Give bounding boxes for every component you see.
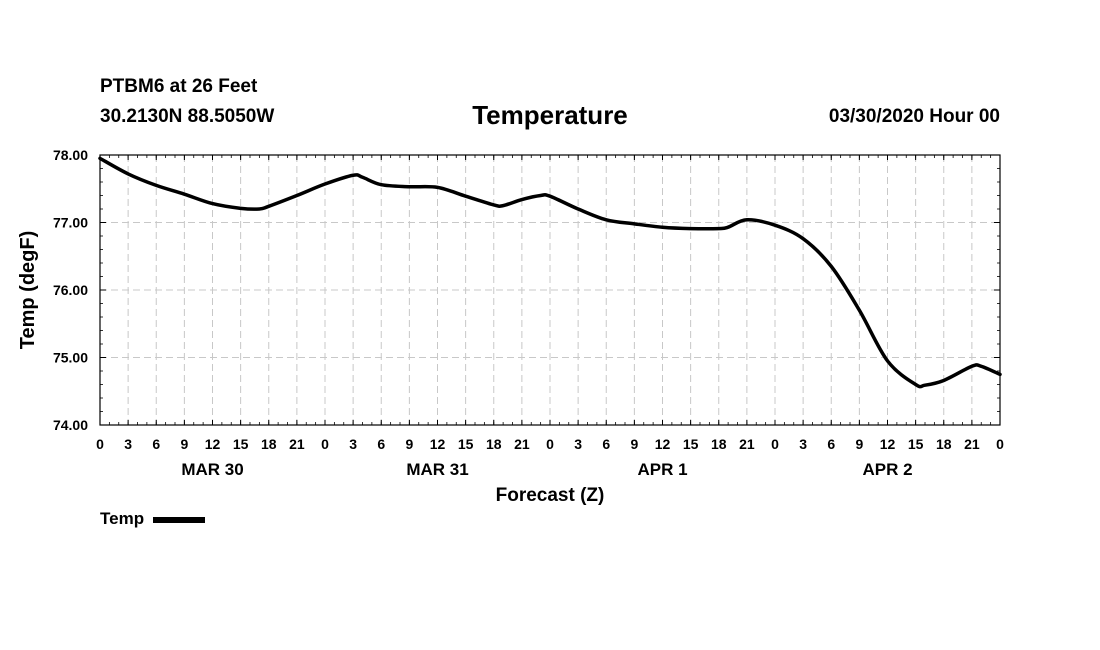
x-tick-label: 6 xyxy=(377,436,385,452)
x-tick-label: 18 xyxy=(936,436,952,452)
x-tick-label: 6 xyxy=(827,436,835,452)
temp-series-line xyxy=(98,156,1002,389)
legend-label: Temp xyxy=(100,509,145,528)
coordinates-label: 30.2130N 88.5050W xyxy=(100,106,275,127)
x-tick-label: 18 xyxy=(261,436,277,452)
x-tick-label: 12 xyxy=(430,436,446,452)
x-tick-label: 0 xyxy=(321,436,329,452)
y-axis-title: Temp (degF) xyxy=(17,231,39,350)
legend: Temp xyxy=(100,509,206,529)
run-time-label: 03/30/2020 Hour 00 xyxy=(828,106,1000,127)
x-tick-label: 0 xyxy=(771,436,779,452)
x-tick-label: 3 xyxy=(574,436,582,452)
day-label: MAR 30 xyxy=(181,460,243,479)
x-tick-label: 6 xyxy=(152,436,160,452)
series xyxy=(98,156,1002,389)
axis-labels: 0 3 6 9 12 15 18 21 0 3 6 9 12 15 18 21 0 3 6 9 12 15 18 21 0 3 6 9… xyxy=(17,147,1004,506)
x-tick-label: 18 xyxy=(711,436,727,452)
x-tick-label: 3 xyxy=(124,436,132,452)
chart-title: Temperature xyxy=(472,100,628,130)
y-tick-label: 75.00 xyxy=(53,350,88,366)
y-tick-label: 78.00 xyxy=(53,147,88,163)
y-tick-label: 77.00 xyxy=(53,215,88,231)
x-tick-label: 3 xyxy=(349,436,357,452)
x-axis-title: Forecast (Z) xyxy=(496,485,605,506)
x-tick-label: 9 xyxy=(855,436,863,452)
x-tick-label: 12 xyxy=(655,436,671,452)
axes xyxy=(99,154,1001,426)
day-label: APR 1 xyxy=(637,460,687,479)
x-tick-label: 0 xyxy=(996,436,1004,452)
x-tick-label: 21 xyxy=(964,436,980,452)
x-tick-label: 3 xyxy=(799,436,807,452)
day-label: APR 2 xyxy=(862,460,912,479)
station-label: PTBM6 at 26 Feet xyxy=(100,76,258,97)
y-tick-label: 76.00 xyxy=(53,282,88,298)
x-tick-label: 21 xyxy=(289,436,305,452)
x-tick-label: 0 xyxy=(96,436,104,452)
x-tick-label: 9 xyxy=(180,436,188,452)
legend-line-swatch xyxy=(153,517,206,523)
x-tick-label: 9 xyxy=(405,436,413,452)
x-tick-label: 6 xyxy=(602,436,610,452)
x-tick-label: 15 xyxy=(233,436,249,452)
x-tick-label: 9 xyxy=(630,436,638,452)
x-tick-label: 18 xyxy=(486,436,502,452)
plot-frame xyxy=(99,154,1001,426)
x-tick-label: 12 xyxy=(205,436,221,452)
day-label: MAR 31 xyxy=(406,460,468,479)
x-tick-label: 21 xyxy=(739,436,755,452)
x-tick-label: 21 xyxy=(514,436,530,452)
x-tick-label: 15 xyxy=(683,436,699,452)
x-tick-label: 0 xyxy=(546,436,554,452)
x-tick-label: 15 xyxy=(458,436,474,452)
x-tick-label: 12 xyxy=(880,436,896,452)
y-tick-label: 74.00 xyxy=(53,417,88,433)
x-tick-label: 15 xyxy=(908,436,924,452)
